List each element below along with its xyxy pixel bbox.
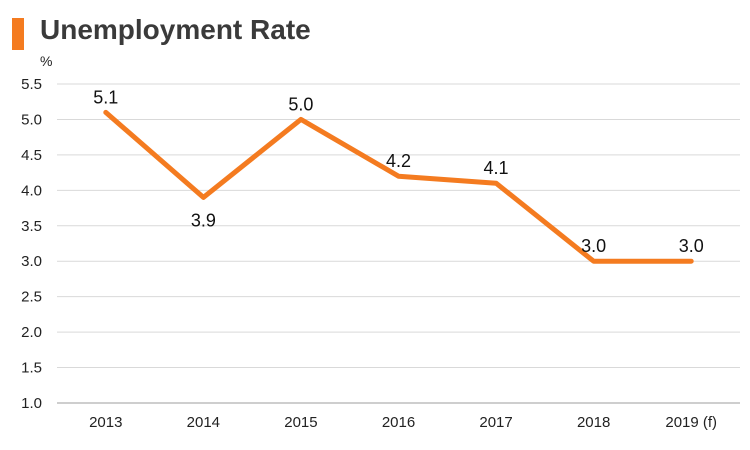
chart-title: Unemployment Rate <box>40 14 311 45</box>
x-tick-label: 2019 (f) <box>665 414 717 431</box>
y-tick-label: 3.0 <box>21 253 42 270</box>
y-axis-unit-label: % <box>40 53 52 69</box>
series-line <box>103 109 694 264</box>
title-accent-bar <box>12 18 24 50</box>
y-tick-label: 3.5 <box>21 218 42 235</box>
x-tick-label: 2015 <box>284 414 317 431</box>
y-tick-label: 5.0 <box>21 111 42 128</box>
y-tick-label: 5.5 <box>21 76 42 93</box>
data-label: 4.1 <box>484 158 509 178</box>
y-axis-ticks: 1.0 1.5 2.0 2.5 3.0 3.5 4.0 4.5 5.0 5.5 <box>21 76 42 412</box>
x-tick-label: 2016 <box>382 414 415 431</box>
y-tick-label: 4.0 <box>21 182 42 199</box>
data-label: 5.0 <box>288 94 313 114</box>
data-label: 3.9 <box>191 210 216 230</box>
gridlines <box>57 83 740 404</box>
x-tick-label: 2013 <box>89 414 122 431</box>
x-tick-label: 2017 <box>479 414 512 431</box>
y-tick-label: 1.5 <box>21 360 42 377</box>
y-tick-label: 4.5 <box>21 147 42 164</box>
x-tick-label: 2018 <box>577 414 610 431</box>
data-label: 3.0 <box>679 236 704 256</box>
data-label: 3.0 <box>581 236 606 256</box>
y-tick-label: 2.5 <box>21 289 42 306</box>
data-labels: 5.1 3.9 5.0 4.2 4.1 3.0 3.0 <box>93 87 703 256</box>
x-axis-ticks: 2013 2014 2015 2016 2017 2018 2019 (f) <box>89 414 717 431</box>
data-label: 5.1 <box>93 87 118 107</box>
y-tick-label: 1.0 <box>21 395 42 412</box>
data-label: 4.2 <box>386 151 411 171</box>
x-tick-label: 2014 <box>187 414 220 431</box>
y-tick-label: 2.0 <box>21 324 42 341</box>
